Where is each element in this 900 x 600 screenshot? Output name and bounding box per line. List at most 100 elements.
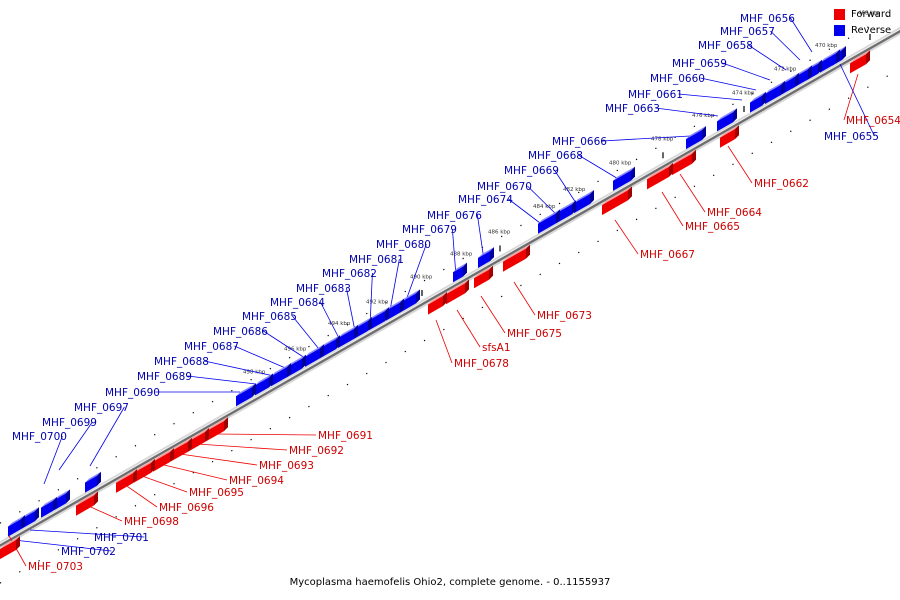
gene-block-side (21, 515, 25, 530)
gene-block-side (526, 244, 530, 259)
leader-mhf_0680 (403, 243, 427, 307)
leader-mhf_0655 (839, 63, 875, 137)
leader-mhf_0676 (477, 214, 485, 261)
gene-block-top (255, 373, 273, 386)
leader-mhf_0656 (790, 17, 813, 53)
gene-label-mhf_0662: MHF_0662 (754, 178, 809, 190)
gene-block-side (336, 335, 340, 350)
scale-tick-label: 488 kbp (450, 251, 473, 257)
gene-block-side (97, 471, 101, 486)
legend-item-reverse: Reverse (834, 22, 900, 38)
gene-label-mhf_0664: MHF_0664 (707, 207, 762, 219)
gene-label-mhf_0655: MHF_0655 (824, 131, 879, 143)
gene-block-side (735, 125, 739, 140)
scale-tick-label: 496 kbp (284, 346, 307, 352)
gene-block-mhf_0662 (720, 125, 739, 148)
gene-block-front (750, 95, 762, 113)
gene-block-top (116, 469, 137, 483)
scale-tick-label: 486 kbp (488, 230, 511, 236)
gene-label-mhf_0656: MHF_0656 (740, 13, 795, 25)
leader-mhf_0667 (614, 219, 639, 255)
gene-block-side (818, 59, 822, 74)
gene-block-top (602, 186, 632, 206)
gene-label-mhf_0692: MHF_0692 (289, 445, 344, 457)
gene-block-front (153, 452, 170, 472)
gene-block-top (76, 491, 98, 506)
gene-block-side (94, 491, 98, 506)
gene-block-front (446, 283, 465, 305)
upper-dots (0, 8, 900, 524)
gene-block-mhf_0674 (538, 209, 560, 234)
label-leaders (7, 17, 875, 567)
gene-block-mhf_0663 (717, 108, 737, 132)
gene-block-side (16, 536, 20, 550)
leader-mhf_0695 (141, 475, 188, 493)
leader-mhf_0685 (292, 315, 324, 355)
leader-mhf_0702 (13, 539, 112, 552)
gene-label-mhf_0665: MHF_0665 (685, 221, 740, 233)
gene-block-front (386, 302, 400, 321)
gene-label-mhf_0654: MHF_0654 (846, 115, 900, 127)
gene-block-front (369, 311, 385, 331)
gene-label-mhf_0693: MHF_0693 (259, 460, 314, 472)
leader-mhf_0659 (722, 62, 771, 81)
scale-tick-label: 498 kbp (243, 370, 266, 376)
gene-block-side (133, 469, 137, 484)
lower-dots (0, 68, 900, 584)
gene-block-top (271, 363, 291, 377)
gene-block-top (171, 437, 192, 452)
gene-block-mhf_0654 (850, 50, 870, 74)
gene-block-front (338, 328, 354, 348)
gene-block-top (672, 149, 696, 166)
gene-block-side (490, 247, 494, 262)
gene-label-mhf_0663: MHF_0663 (605, 103, 660, 115)
gene-block-top (717, 108, 737, 122)
gene-block-top (820, 49, 840, 63)
gene-block-side (762, 91, 766, 106)
leader-mhf_0664 (679, 173, 706, 213)
gene-block-side (53, 496, 57, 511)
gene-blocks (0, 46, 870, 560)
gene-block-front (206, 421, 224, 442)
gene-block-top (8, 515, 25, 527)
gene-label-sfsa1: sfsA1 (482, 342, 511, 354)
gene-block-side (368, 316, 372, 331)
map-caption: Mycoplasma haemofelis Ohio2, complete ge… (289, 577, 611, 588)
gene-block-top (574, 190, 594, 204)
gene-label-mhf_0698: MHF_0698 (124, 516, 179, 528)
gene-block-front (574, 194, 590, 214)
gene-block-top (428, 292, 447, 305)
leader-mhf_0701 (29, 529, 145, 538)
reverse-swatch-icon (834, 24, 845, 36)
gene-block-mhf_0681 (386, 298, 404, 321)
gene-block-mhf_0691 (206, 417, 228, 442)
gene-block-mhf_0656 (820, 49, 840, 73)
gene-block-front (717, 112, 733, 132)
genome-axis (0, 26, 900, 550)
gene-block-side (808, 65, 812, 80)
leader-mhf_0703 (7, 533, 27, 567)
gene-block-side (781, 80, 785, 95)
gene-label-mhf_0694: MHF_0694 (229, 475, 284, 487)
gene-block-top (188, 428, 209, 442)
gene-label-mhf_0669: MHF_0669 (504, 165, 559, 177)
gene-block-side (866, 50, 870, 65)
gene-block-top (134, 458, 155, 473)
scale-tick-label: 490 kbp (410, 274, 433, 280)
gene-block-top (236, 383, 256, 397)
gene-label-mhf_0676: MHF_0676 (427, 210, 482, 222)
gene-block-mhf_0666 (686, 126, 706, 150)
scale-tick-label: 476 kbp (692, 113, 715, 119)
scale-tick-label: 482 kbp (563, 187, 586, 193)
gene-block-mhf_0703 (0, 536, 20, 560)
gene-block-mhf_0690 (236, 383, 256, 407)
gene-block-front (305, 348, 320, 367)
leader-mhf_0675 (480, 295, 506, 334)
gene-label-mhf_0658: MHF_0658 (698, 40, 753, 52)
leader-mhf_0658 (748, 44, 787, 71)
gene-block-front (134, 462, 151, 483)
gene-label-mhf_0674: MHF_0674 (458, 194, 513, 206)
gene-block-mhf_0695 (134, 458, 155, 483)
leader-mhf_0662 (727, 145, 753, 184)
